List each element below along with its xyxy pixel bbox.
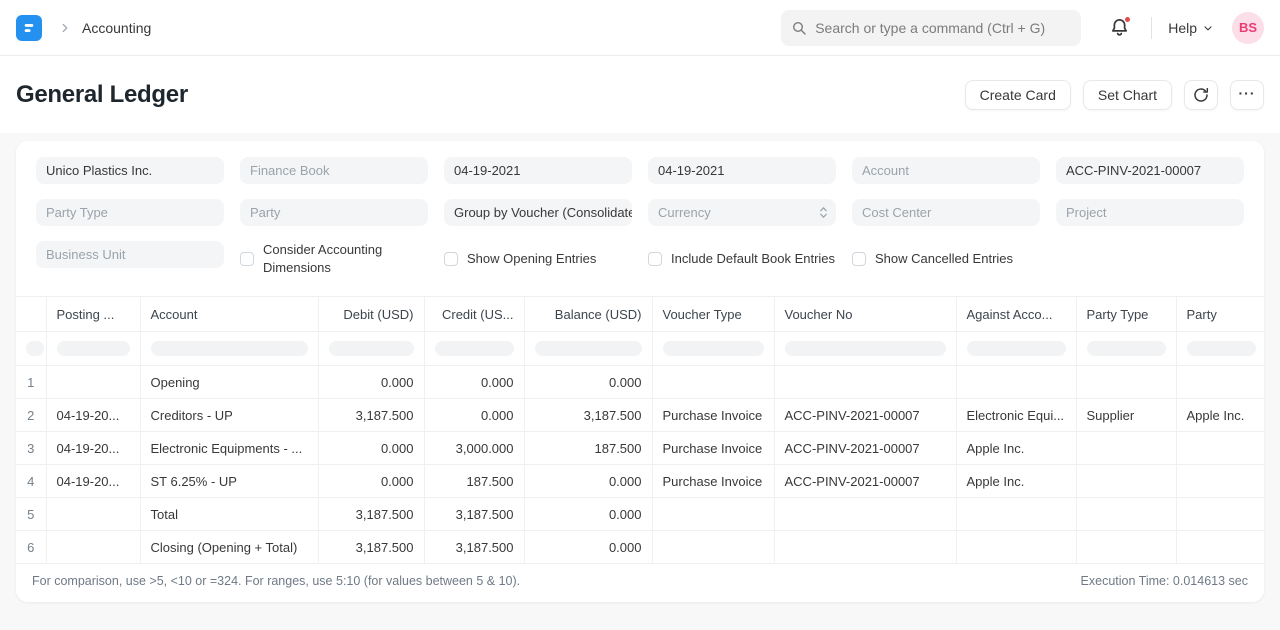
table-row[interactable]: 6 Closing (Opening + Total) 3,187.500 3,… bbox=[16, 530, 1264, 565]
company-filter[interactable]: Unico Plastics Inc. bbox=[36, 157, 224, 184]
table-row[interactable]: 2 04-19-20... Creditors - UP 3,187.500 0… bbox=[16, 398, 1264, 433]
voucher-no-filter[interactable]: ACC-PINV-2021-00007 bbox=[1056, 157, 1244, 184]
table-row[interactable]: 1 Opening 0.000 0.000 0.000 bbox=[16, 365, 1264, 400]
business-unit-filter[interactable]: Business Unit bbox=[36, 241, 224, 268]
col-against-account[interactable]: Against Acco... bbox=[956, 296, 1077, 333]
checkbox-icon bbox=[852, 251, 866, 266]
currency-placeholder: Currency bbox=[658, 205, 711, 220]
col-rownum bbox=[16, 296, 47, 333]
chevron-right-icon bbox=[58, 21, 72, 35]
search-input[interactable] bbox=[815, 19, 1072, 36]
finance-book-filter[interactable]: Finance Book bbox=[240, 157, 428, 184]
column-filter-input[interactable] bbox=[966, 341, 1066, 357]
column-filter-input[interactable] bbox=[328, 341, 414, 357]
from-date-filter[interactable]: 04-19-2021 bbox=[444, 157, 632, 184]
cost-center-filter[interactable]: Cost Center bbox=[852, 199, 1040, 226]
refresh-button[interactable] bbox=[1184, 79, 1218, 110]
group-by-filter[interactable]: Group by Voucher (Consolidated) bbox=[444, 199, 632, 226]
set-chart-button[interactable]: Set Chart bbox=[1082, 79, 1172, 110]
table-header-row: Posting ... Account Debit (USD) Credit (… bbox=[16, 296, 1264, 333]
execution-time: Execution Time: 0.014613 sec bbox=[1080, 574, 1248, 589]
show-cancelled-entries-checkbox[interactable]: Show Cancelled Entries bbox=[852, 241, 1040, 276]
account-filter[interactable]: Account bbox=[852, 157, 1040, 184]
ledger-table: Posting ... Account Debit (USD) Credit (… bbox=[16, 296, 1264, 565]
col-party[interactable]: Party bbox=[1176, 296, 1264, 333]
column-filter-input[interactable] bbox=[784, 341, 946, 357]
party-type-filter[interactable]: Party Type bbox=[36, 199, 224, 226]
global-search[interactable] bbox=[781, 9, 1082, 46]
checkbox-icon bbox=[444, 251, 458, 266]
more-options-button[interactable]: ··· bbox=[1230, 79, 1264, 110]
project-filter[interactable]: Project bbox=[1056, 199, 1244, 226]
currency-filter[interactable]: Currency bbox=[648, 199, 836, 226]
checkbox-label: Include Default Book Entries bbox=[671, 250, 836, 266]
create-card-button[interactable]: Create Card bbox=[964, 79, 1071, 110]
erpnext-logo-glyph bbox=[24, 23, 34, 32]
column-filter-input[interactable] bbox=[662, 341, 764, 357]
page-header: General Ledger Create Card Set Chart ··· bbox=[0, 56, 1280, 133]
column-filter-input[interactable] bbox=[534, 341, 642, 357]
page-title: General Ledger bbox=[16, 80, 188, 108]
include-default-book-entries-checkbox[interactable]: Include Default Book Entries bbox=[648, 241, 836, 276]
content-area: Unico Plastics Inc. Finance Book 04-19-2… bbox=[0, 133, 1280, 630]
refresh-icon bbox=[1194, 87, 1209, 102]
filter-section: Unico Plastics Inc. Finance Book 04-19-2… bbox=[16, 141, 1264, 296]
column-filter-input[interactable] bbox=[56, 341, 130, 357]
header-actions: Create Card Set Chart ··· bbox=[964, 79, 1264, 110]
show-opening-entries-checkbox[interactable]: Show Opening Entries bbox=[444, 241, 632, 276]
report-card: Unico Plastics Inc. Finance Book 04-19-2… bbox=[16, 141, 1264, 603]
chevron-down-icon bbox=[1204, 25, 1212, 30]
col-voucher-type[interactable]: Voucher Type bbox=[652, 296, 775, 333]
help-label: Help bbox=[1168, 19, 1197, 36]
notification-dot bbox=[1124, 15, 1132, 23]
consider-accounting-dimensions-checkbox[interactable]: Consider Accounting Dimensions bbox=[240, 241, 428, 276]
to-date-filter[interactable]: 04-19-2021 bbox=[648, 157, 836, 184]
ellipsis-icon: ··· bbox=[1238, 84, 1256, 101]
nav-divider bbox=[1151, 16, 1153, 39]
filter-hint-text: For comparison, use >5, <10 or =324. For… bbox=[32, 574, 521, 589]
bell-icon bbox=[1112, 18, 1128, 36]
help-menu[interactable]: Help bbox=[1168, 20, 1214, 36]
column-filter-input[interactable] bbox=[150, 341, 308, 357]
notifications-button[interactable] bbox=[1109, 15, 1132, 39]
checkbox-label: Show Opening Entries bbox=[467, 250, 597, 266]
table-row[interactable]: 3 04-19-20... Electronic Equipments - ..… bbox=[16, 431, 1264, 466]
checkbox-label: Show Cancelled Entries bbox=[875, 250, 1014, 266]
checkbox-icon bbox=[240, 251, 254, 266]
app-logo-icon[interactable] bbox=[16, 14, 42, 41]
col-account[interactable]: Account bbox=[140, 296, 319, 333]
select-chevrons-icon bbox=[819, 206, 828, 222]
col-credit[interactable]: Credit (US... bbox=[424, 296, 525, 333]
breadcrumb[interactable]: Accounting bbox=[82, 19, 152, 36]
col-voucher-no[interactable]: Voucher No bbox=[774, 296, 957, 333]
col-debit[interactable]: Debit (USD) bbox=[318, 296, 425, 333]
column-filter-input[interactable] bbox=[434, 341, 514, 357]
table-row[interactable]: 5 Total 3,187.500 3,187.500 0.000 bbox=[16, 497, 1264, 532]
checkbox-icon bbox=[648, 251, 662, 266]
column-filter-input[interactable] bbox=[1086, 341, 1166, 357]
search-icon bbox=[791, 20, 807, 36]
column-filter-input[interactable] bbox=[1186, 341, 1256, 357]
column-filter-input[interactable] bbox=[26, 341, 44, 357]
col-party-type[interactable]: Party Type bbox=[1076, 296, 1177, 333]
avatar-initials: BS bbox=[1238, 20, 1258, 35]
navbar: Accounting Help B bbox=[0, 0, 1280, 56]
column-filter-row bbox=[16, 331, 1264, 367]
table-row[interactable]: 4 04-19-20... ST 6.25% - UP 0.000 187.50… bbox=[16, 464, 1264, 499]
col-balance[interactable]: Balance (USD) bbox=[524, 296, 653, 333]
avatar[interactable]: BS bbox=[1232, 11, 1264, 44]
col-posting-date[interactable]: Posting ... bbox=[46, 296, 141, 333]
report-footer: For comparison, use >5, <10 or =324. For… bbox=[16, 564, 1264, 602]
party-filter[interactable]: Party bbox=[240, 199, 428, 226]
checkbox-label: Consider Accounting Dimensions bbox=[263, 242, 383, 275]
